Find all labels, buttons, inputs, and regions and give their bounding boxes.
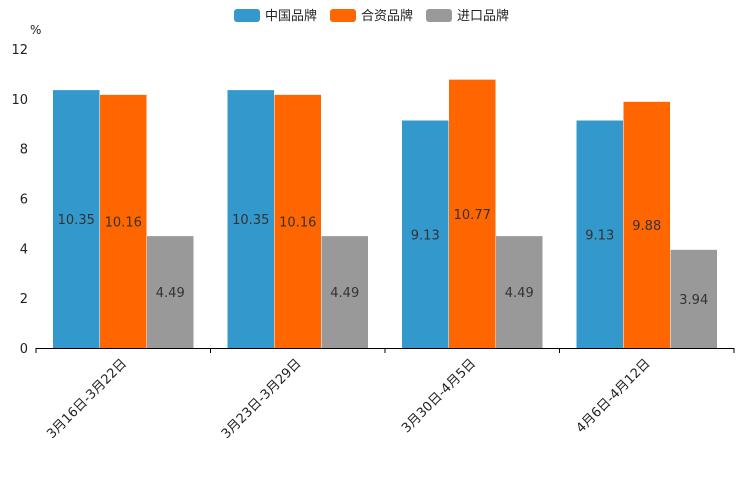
- bar-value-label: 4.49: [156, 286, 185, 301]
- x-category-label: 4月6日-4月12日: [574, 356, 654, 436]
- bar-value-label: 10.35: [58, 213, 95, 228]
- bar-value-label: 10.35: [232, 213, 269, 228]
- legend-label-2: 进口品牌: [457, 8, 509, 24]
- y-tick-label: 0: [20, 342, 28, 357]
- x-axis: 3月16日-3月22日 3月23日-3月29日 3月30日-4月5日 4月6日-4月1…: [35, 348, 735, 442]
- legend: 中国品牌 合资品牌 进口品牌: [234, 8, 509, 24]
- bar-0-1: [227, 90, 274, 349]
- x-category-label: 3月16日-3月22日: [44, 356, 130, 442]
- bar-1-1: [274, 94, 321, 348]
- bar-2-2: [496, 236, 543, 348]
- y-tick-label: 4: [20, 242, 28, 257]
- bar-0-0: [53, 90, 100, 349]
- bar-value-label: 9.13: [411, 228, 440, 243]
- bar-0-2: [402, 120, 449, 348]
- bar-value-label: 10.77: [454, 208, 491, 223]
- bar-1-2: [449, 79, 496, 349]
- bars-group: 10.35 10.16 4.49 10.35 10.16 4.49 9.13 10.77 4.4…: [53, 79, 717, 349]
- y-tick-label: 10: [11, 93, 28, 108]
- bar-1-0: [100, 94, 147, 348]
- bar-value-label: 9.13: [585, 228, 614, 243]
- bar-value-label: 10.16: [279, 215, 316, 230]
- legend-swatch-1: [330, 9, 356, 22]
- bar-value-label: 3.94: [679, 293, 708, 308]
- bar-1-3: [623, 101, 670, 348]
- y-axis: 0 2 4 6 8 10 12: [11, 43, 28, 357]
- bar-value-label: 9.88: [632, 219, 661, 234]
- y-tick-label: 2: [20, 292, 28, 307]
- bar-2-3: [670, 249, 717, 348]
- bar-value-label: 10.16: [105, 215, 142, 230]
- bar-value-label: 4.49: [330, 286, 359, 301]
- legend-swatch-2: [426, 9, 452, 22]
- y-tick-label: 12: [11, 43, 28, 58]
- y-tick-label: 6: [20, 193, 28, 208]
- legend-label-0: 中国品牌: [265, 8, 317, 24]
- bar-value-label: 4.49: [505, 286, 534, 301]
- bar-2-0: [147, 236, 194, 348]
- legend-swatch-0: [234, 9, 260, 22]
- bar-0-3: [576, 120, 623, 348]
- y-axis-unit-label: %: [30, 23, 41, 37]
- x-category-label: 3月23日-3月29日: [219, 356, 305, 442]
- legend-label-1: 合资品牌: [361, 8, 413, 24]
- x-category-label: 3月30日-4月5日: [399, 356, 479, 436]
- y-tick-label: 8: [20, 143, 28, 158]
- bar-2-1: [321, 236, 368, 348]
